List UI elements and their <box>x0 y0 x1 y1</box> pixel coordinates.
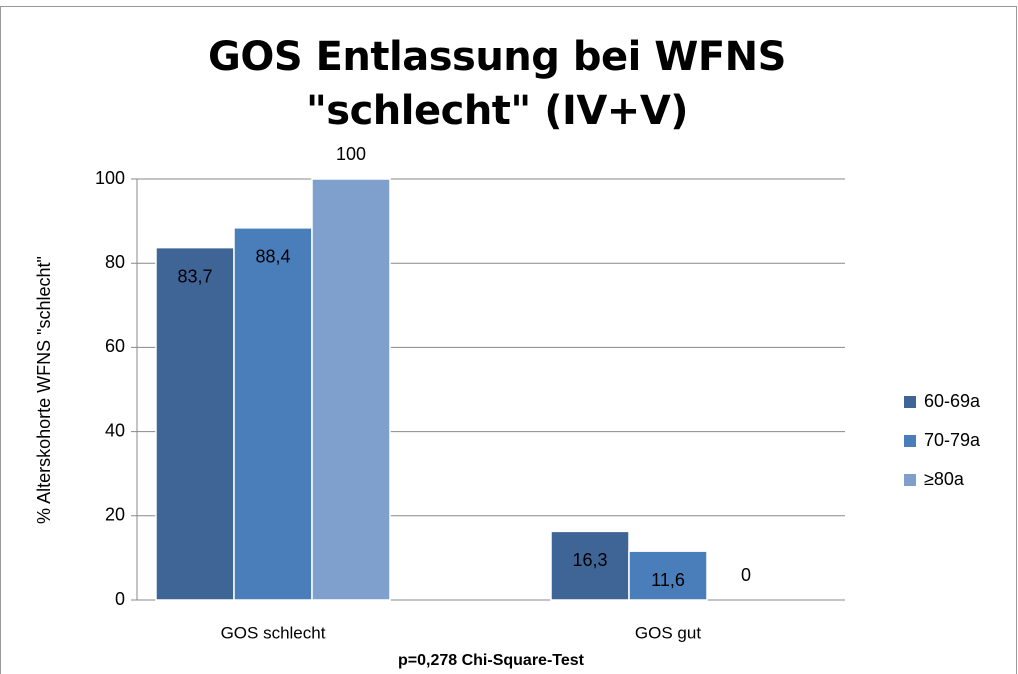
x-tick-label: GOS schlecht <box>221 623 326 642</box>
y-axis-label: % Alterskohorte WFNS "schlecht" <box>34 256 54 524</box>
data-label: 0 <box>741 565 751 585</box>
legend-label: 60-69a <box>924 391 981 411</box>
x-axis-label: p=0,278 Chi-Square-Test <box>398 652 585 669</box>
legend-label: ≥80a <box>924 469 965 489</box>
y-tick-label: 80 <box>105 252 125 272</box>
y-tick-label: 20 <box>105 505 125 525</box>
bar <box>311 178 391 601</box>
chart-title: GOS Entlassung bei WFNS "schlecht" (IV+V… <box>208 34 786 134</box>
x-tick-label: GOS gut <box>635 623 701 642</box>
data-label: 100 <box>336 144 366 164</box>
legend-swatch <box>904 474 916 486</box>
legend-label: 70-79a <box>924 430 981 450</box>
data-label: 16,3 <box>572 550 607 570</box>
y-tick-label: 0 <box>115 589 125 609</box>
data-label: 88,4 <box>255 247 290 267</box>
y-tick-label: 40 <box>105 420 125 440</box>
legend-swatch <box>904 396 916 408</box>
frame <box>0 6 1017 674</box>
y-tick-label: 60 <box>105 336 125 356</box>
bar <box>233 227 313 601</box>
y-tick-label: 100 <box>95 168 125 188</box>
data-label: 11,6 <box>651 570 685 590</box>
bar <box>155 246 235 601</box>
legend-swatch <box>904 435 916 447</box>
data-label: 83,7 <box>177 266 212 286</box>
bar <box>628 550 708 601</box>
